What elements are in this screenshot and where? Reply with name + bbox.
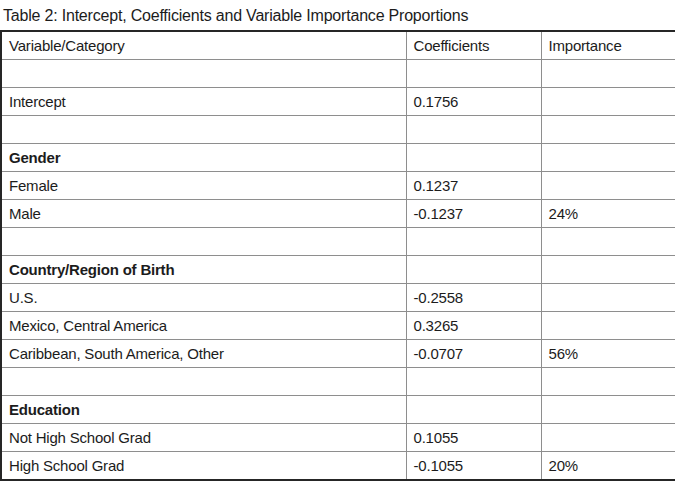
cell-variable: Not High School Grad — [1, 424, 406, 452]
table-row: Caribbean, South America, Other-0.070756… — [1, 340, 675, 368]
table-row — [1, 228, 675, 256]
table-row: Country/Region of Birth — [1, 256, 675, 284]
cell-coefficient — [406, 256, 541, 284]
cell-importance — [541, 228, 675, 256]
cell-coefficient: 0.1756 — [406, 88, 541, 116]
cell-variable: Gender — [1, 144, 406, 172]
page: Table 2: Intercept, Coefficients and Var… — [0, 0, 675, 503]
cell-importance — [541, 368, 675, 396]
cell-importance — [541, 424, 675, 452]
table-row: Gender — [1, 144, 675, 172]
table-header-row: Variable/Category Coefficients Importanc… — [1, 31, 675, 60]
cell-importance — [541, 396, 675, 424]
table-row: High School Grad-0.105520% — [1, 452, 675, 481]
table-caption: Table 2: Intercept, Coefficients and Var… — [0, 0, 675, 30]
cell-importance — [541, 256, 675, 284]
cell-importance — [541, 312, 675, 340]
cell-importance: 20% — [541, 452, 675, 481]
cell-importance: 56% — [541, 340, 675, 368]
cell-importance — [541, 60, 675, 88]
table-row: Female0.1237 — [1, 172, 675, 200]
cell-variable: U.S. — [1, 284, 406, 312]
cell-coefficient — [406, 116, 541, 144]
cell-importance — [541, 116, 675, 144]
cell-variable: Intercept — [1, 88, 406, 116]
cell-coefficient — [406, 144, 541, 172]
cell-variable: Mexico, Central America — [1, 312, 406, 340]
cell-coefficient: -0.2558 — [406, 284, 541, 312]
cell-coefficient — [406, 396, 541, 424]
cell-variable — [1, 368, 406, 396]
table-row: Education — [1, 396, 675, 424]
cell-variable: Male — [1, 200, 406, 228]
table-row — [1, 116, 675, 144]
cell-importance — [541, 144, 675, 172]
cell-variable: Caribbean, South America, Other — [1, 340, 406, 368]
cell-variable: High School Grad — [1, 452, 406, 481]
cell-coefficient: 0.1237 — [406, 172, 541, 200]
cell-coefficient: -0.0707 — [406, 340, 541, 368]
cell-variable — [1, 116, 406, 144]
cell-coefficient — [406, 60, 541, 88]
cell-importance — [541, 88, 675, 116]
cell-variable: Education — [1, 396, 406, 424]
table-row — [1, 60, 675, 88]
coefficients-table: Variable/Category Coefficients Importanc… — [0, 30, 675, 481]
cell-coefficient: -0.1055 — [406, 452, 541, 481]
table-row: Mexico, Central America0.3265 — [1, 312, 675, 340]
table-row: Male-0.123724% — [1, 200, 675, 228]
cell-importance: 24% — [541, 200, 675, 228]
table-row: U.S.-0.2558 — [1, 284, 675, 312]
cell-coefficient: 0.1055 — [406, 424, 541, 452]
cell-variable: Female — [1, 172, 406, 200]
cell-variable — [1, 60, 406, 88]
cell-importance — [541, 284, 675, 312]
cell-importance — [541, 172, 675, 200]
table-body: Intercept0.1756GenderFemale0.1237Male-0.… — [1, 60, 675, 481]
cell-coefficient — [406, 368, 541, 396]
table-row: Intercept0.1756 — [1, 88, 675, 116]
column-header-coefficients: Coefficients — [406, 31, 541, 60]
cell-variable — [1, 228, 406, 256]
column-header-variable-category: Variable/Category — [1, 31, 406, 60]
cell-variable: Country/Region of Birth — [1, 256, 406, 284]
cell-coefficient: 0.3265 — [406, 312, 541, 340]
cell-coefficient — [406, 228, 541, 256]
table-row — [1, 368, 675, 396]
table-row: Not High School Grad0.1055 — [1, 424, 675, 452]
column-header-importance: Importance — [541, 31, 675, 60]
cell-coefficient: -0.1237 — [406, 200, 541, 228]
